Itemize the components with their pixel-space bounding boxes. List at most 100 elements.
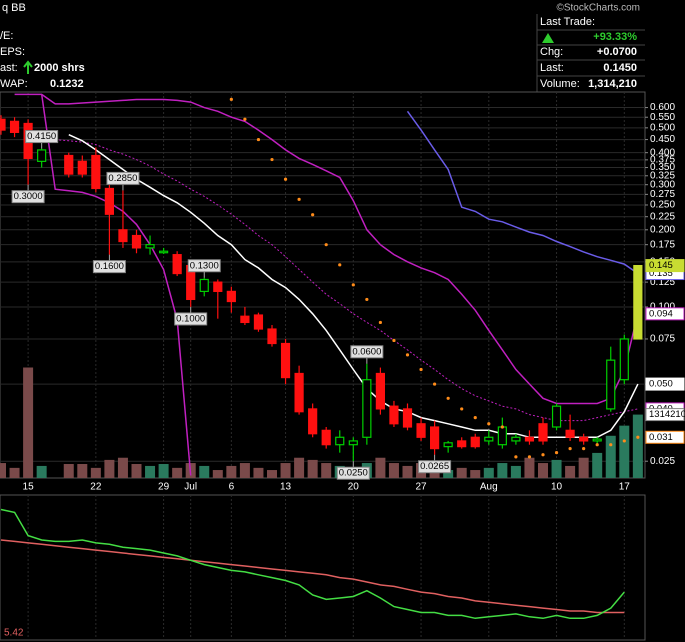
candle-body [524,436,535,442]
volume-bar [158,464,169,478]
volume-bar [388,463,399,478]
volume-bar [131,464,142,478]
end-value-label: 0.094 [649,308,673,319]
up-arrow [23,60,33,74]
quote-value: +0.0700 [597,46,637,58]
sar-dot [527,455,532,459]
annotation-label: 0.1600 [95,261,124,272]
candle-body [430,426,440,450]
volume-bar [592,452,603,478]
indicator-line [0,508,625,620]
candle-body [91,154,101,190]
change-pct: +93.33% [593,31,637,43]
volume-bar [36,465,47,478]
volume-bar [104,459,115,478]
annotation-box [350,345,384,359]
indicator-label: 5.42 [4,628,24,639]
sar-dot [514,455,518,459]
volume-bar [145,465,156,478]
x-tick-label: Aug [480,482,498,493]
sar-dot [460,407,464,411]
volume-bar [212,470,223,478]
y-tick-label: 0.125 [650,277,675,288]
annotation-label: 0.3000 [14,191,43,202]
volume-bar [172,467,183,478]
volume-bar [470,470,481,478]
sar-dot [324,243,328,247]
quote-label: Chg: [540,46,563,58]
sar-dot [256,137,261,142]
volume-bar [605,435,616,478]
candle-body [9,120,20,133]
sar-dot [473,415,477,420]
end-value-label: 0.135 [649,268,673,279]
volume-bar [9,467,20,478]
sar-dot [541,453,545,457]
sar-dot [595,443,599,447]
volume-bar [402,465,413,478]
annotation-label: 0.1000 [176,313,205,324]
sar-dot [405,353,410,357]
sar-dot [243,117,247,121]
copyright: ©StockCharts.com [556,3,640,14]
annotation-label: 0.0250 [339,468,368,479]
sar-dot [582,447,586,451]
sar-dot [446,396,450,400]
volume-bar [632,414,643,478]
volume-bar [483,467,494,478]
candle-body [633,264,643,340]
end-value-box [645,408,685,422]
candle-body [131,234,142,249]
volume-bar [0,463,6,478]
candle-body [484,436,494,442]
candle-body [77,160,87,175]
candle-body [294,372,304,413]
sar-dot [229,97,233,101]
candle-body [551,405,562,428]
candle-body [199,278,209,292]
info-value: 2000 shrs [34,62,85,74]
candle-body [0,118,6,131]
volume-bar [551,459,562,478]
sar-dot [338,263,342,267]
candle-body [579,436,589,442]
indicator-plot [0,495,625,640]
annotation-box [11,190,45,204]
end-value-box [645,430,685,444]
volume-bar [199,465,210,478]
candle-body [64,154,74,175]
volume-bar [510,465,521,478]
y-tick-label: 0.200 [650,224,675,235]
volume-bar [267,470,277,478]
x-tick-label: 13 [280,482,292,493]
overlay-line [14,93,639,405]
volume-bar [497,463,508,478]
quote-value: 0.1450 [603,62,637,74]
annotation-box [92,260,126,274]
candle-body [280,342,291,379]
volume-bar [77,464,88,478]
candle-body [470,436,480,448]
candle-body [335,436,345,446]
indicator-panel [0,494,646,641]
sar-dot [297,197,301,201]
x-tick-label: 6 [229,482,235,493]
candle-body [497,426,507,446]
x-tick-label: 10 [551,482,563,493]
overlay-line [55,139,639,422]
candle-body [145,244,155,249]
info-label: /E: [0,30,13,42]
y-tick-label: 0.350 [650,162,675,173]
x-tick-label: 27 [415,482,427,493]
candle-body [416,423,426,438]
x-tick-label: 20 [348,482,360,493]
candle-body [240,315,250,324]
info-label: ast: [0,62,18,74]
candle-body [308,408,318,435]
sar-dot [500,425,504,429]
annotation-label: 0.1300 [190,260,219,271]
symbol-title: q BB [2,2,26,14]
candle-body [213,281,223,292]
overlay-line [406,110,639,275]
volume-bar [565,465,576,478]
